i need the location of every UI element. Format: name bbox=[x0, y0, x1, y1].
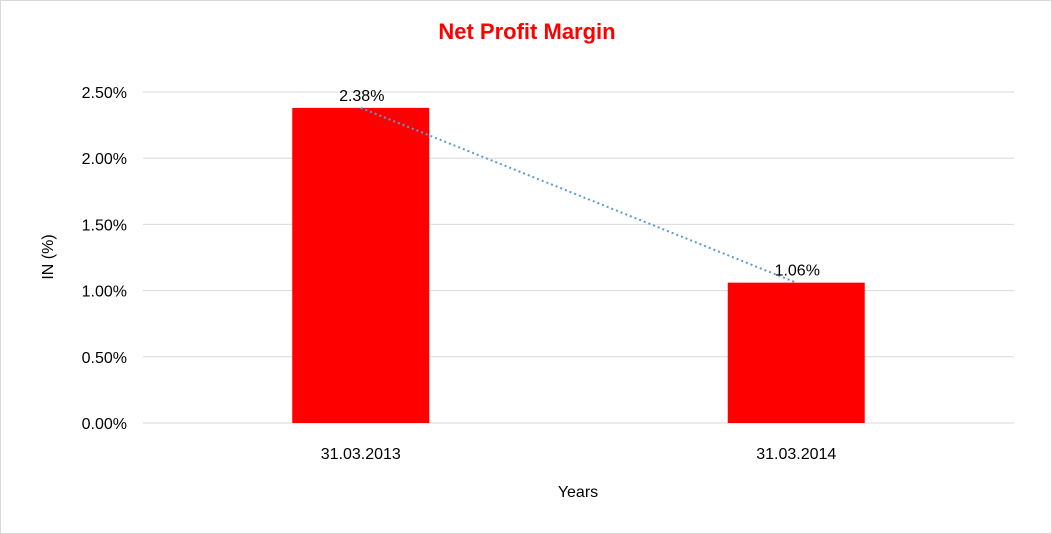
x-tick-label: 31.03.2013 bbox=[321, 446, 401, 463]
trendline-group bbox=[360, 106, 797, 284]
x-axis-label: Years bbox=[558, 484, 598, 501]
bar-data-label: 2.38% bbox=[339, 88, 384, 105]
y-tick-label: 0.00% bbox=[82, 416, 127, 433]
y-tick-label: 1.50% bbox=[82, 217, 127, 234]
y-tick-label: 2.00% bbox=[82, 151, 127, 168]
x-axis-ticks: 31.03.2013 31.03.2014 bbox=[321, 446, 837, 463]
y-axis-ticks: 0.00% 0.50% 1.00% 1.50% 2.00% 2.50% bbox=[82, 85, 127, 433]
y-axis-label: IN (%) bbox=[40, 234, 57, 279]
bar bbox=[727, 282, 865, 423]
bar-data-label: 1.06% bbox=[775, 263, 820, 280]
bars bbox=[292, 107, 865, 423]
y-tick-label: 1.00% bbox=[82, 284, 127, 301]
data-labels: 2.38% 1.06% bbox=[339, 88, 820, 280]
gridlines bbox=[143, 91, 1014, 424]
bar bbox=[292, 107, 430, 423]
chart-title: Net Profit Margin bbox=[438, 19, 615, 44]
x-tick-label: 31.03.2014 bbox=[756, 446, 836, 463]
y-tick-label: 2.50% bbox=[82, 85, 127, 102]
trendline bbox=[360, 106, 797, 284]
y-tick-label: 0.50% bbox=[82, 350, 127, 367]
